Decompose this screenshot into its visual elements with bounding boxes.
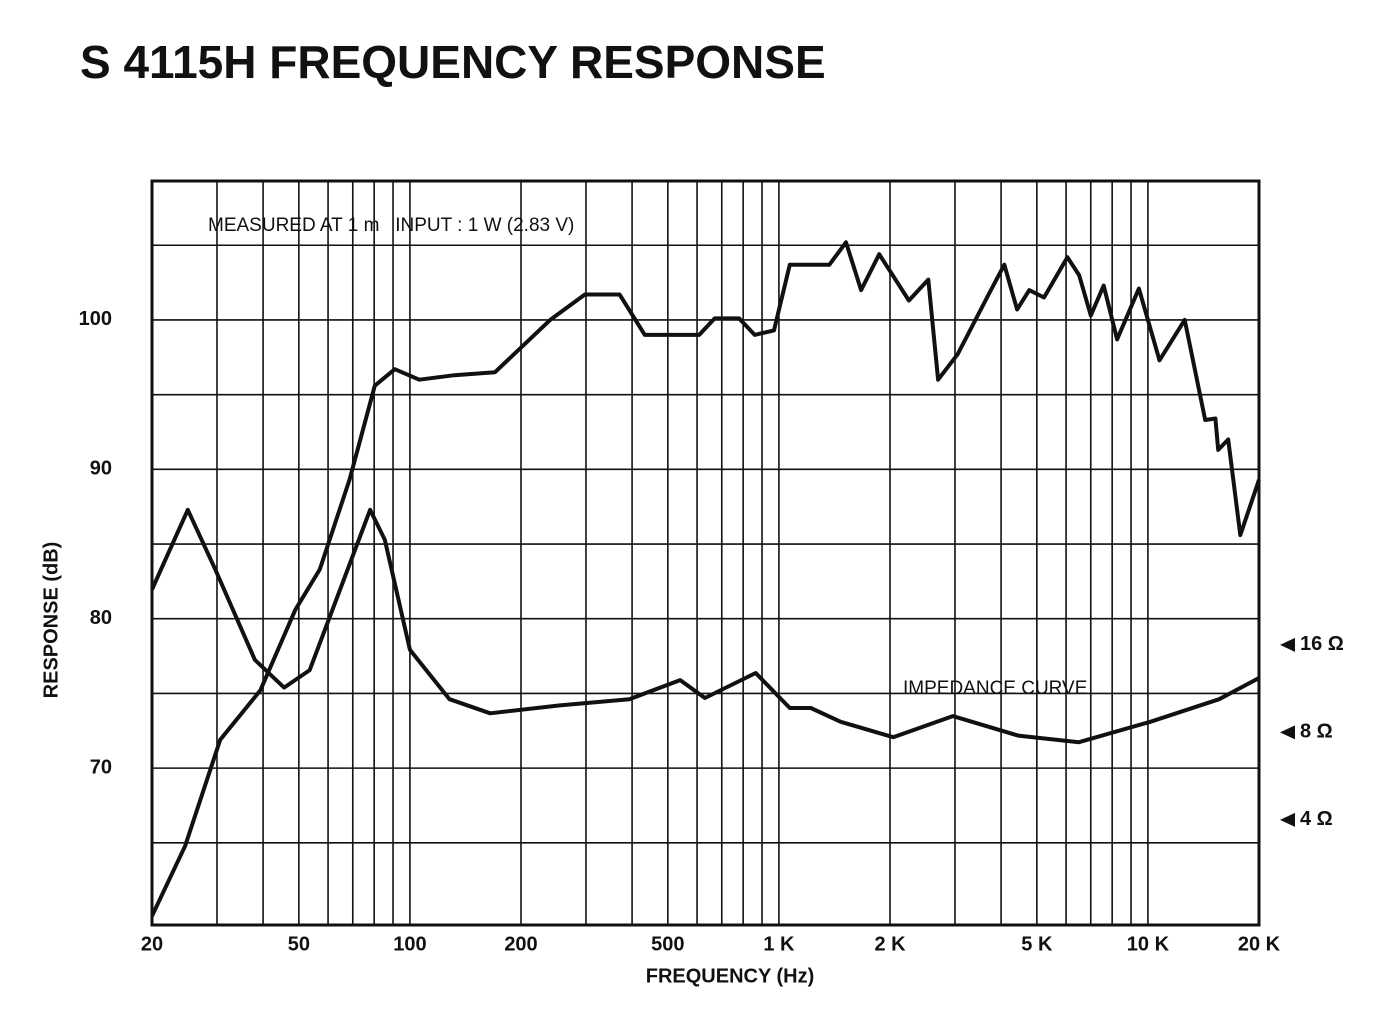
x-tick-label: 1 K bbox=[763, 933, 795, 955]
y-tick-label: 90 bbox=[90, 458, 112, 480]
y2-tick-label: 8 Ω bbox=[1300, 721, 1333, 743]
y2-tick-label: 4 Ω bbox=[1300, 808, 1333, 830]
x-tick-label: 200 bbox=[504, 933, 537, 955]
series-label: IMPEDANCE CURVE bbox=[903, 678, 1087, 699]
y-axis-label: RESPONSE (dB) bbox=[40, 542, 62, 699]
y-tick-label: 100 bbox=[79, 308, 112, 330]
y-tick-label: 70 bbox=[90, 756, 112, 778]
plot-frame bbox=[150, 179, 1261, 927]
chart-title: S 4115H FREQUENCY RESPONSE bbox=[80, 36, 826, 88]
x-tick-label: 2 K bbox=[874, 933, 906, 955]
y2-tick-marker bbox=[1280, 637, 1295, 652]
y2-tick-label: 16 Ω bbox=[1300, 633, 1344, 655]
y2-tick-marker bbox=[1280, 812, 1295, 827]
x-axis-label: FREQUENCY (Hz) bbox=[646, 965, 815, 987]
x-tick-label: 10 K bbox=[1127, 933, 1170, 955]
x-tick-label: 5 K bbox=[1021, 933, 1053, 955]
x-tick-label: 20 bbox=[141, 933, 163, 955]
x-tick-label: 50 bbox=[288, 933, 310, 955]
y-tick-label: 80 bbox=[90, 607, 112, 629]
line bbox=[150, 507, 1260, 745]
line bbox=[150, 240, 1261, 917]
y2-tick-marker bbox=[1280, 725, 1295, 740]
x-tick-label: 100 bbox=[393, 933, 426, 955]
x-tick-label: 500 bbox=[651, 933, 684, 955]
x-tick-label: 20 K bbox=[1238, 933, 1281, 955]
